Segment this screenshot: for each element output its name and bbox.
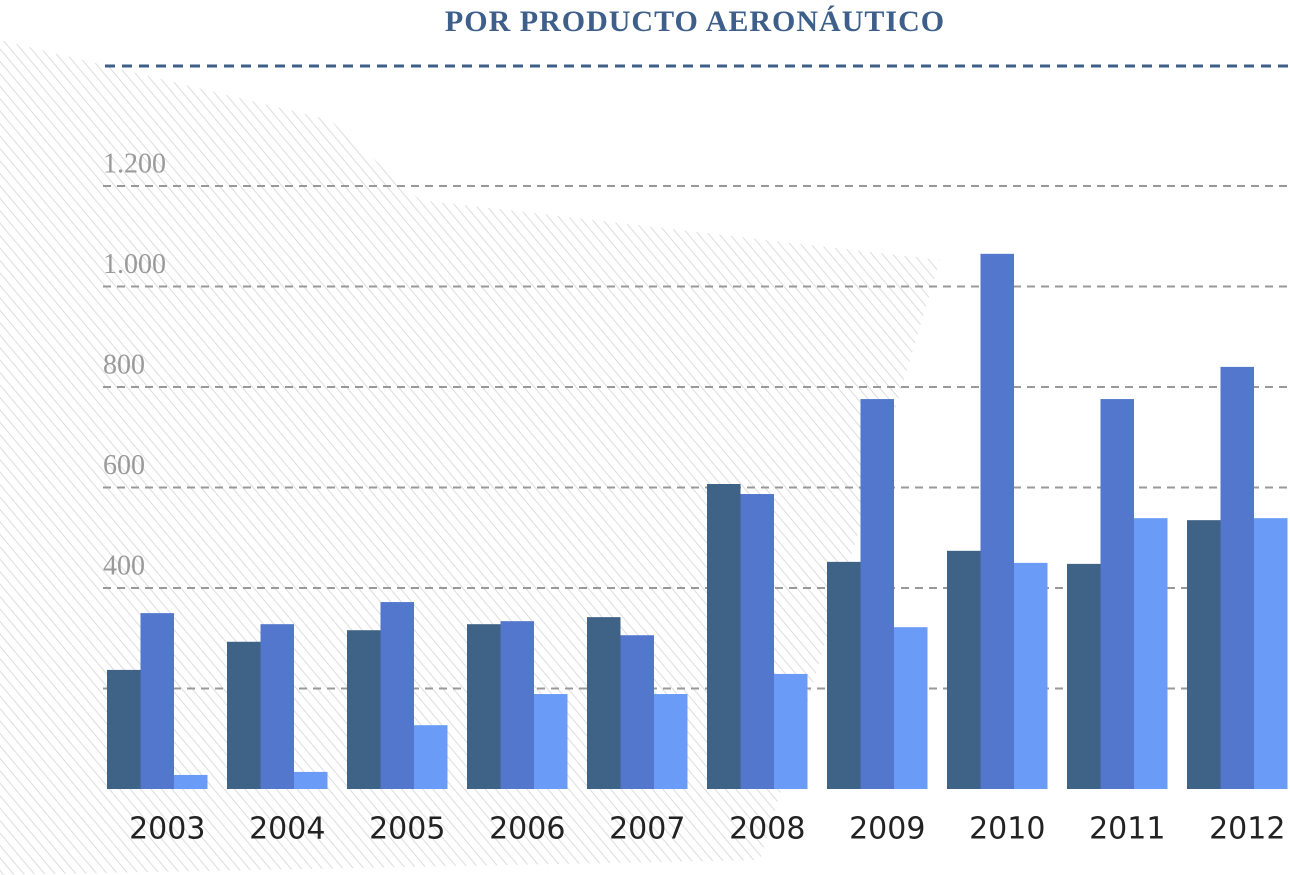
bar [774,674,808,789]
chart-title: POR PRODUCTO AERONÁUTICO [445,5,945,38]
bar [947,551,981,789]
bar [1187,520,1221,789]
bar [381,602,415,789]
bar [1254,518,1288,789]
bar [827,562,861,789]
y-tick-label: 1.200 [103,148,166,179]
x-tick-label: 2010 [969,812,1045,847]
bar [414,725,448,789]
y-tick-label: 800 [103,349,145,380]
bar [1221,367,1255,789]
x-tick-label: 2012 [1209,812,1285,847]
x-tick-label: 2003 [129,812,205,847]
bar [174,775,208,789]
bar [894,627,928,789]
bar [261,624,295,789]
chart: POR PRODUCTO AERONÁUTICO 400 600 800 1.000 1… [0,0,1290,875]
bar [654,694,688,789]
x-tick-label: 2008 [729,812,805,847]
bar [534,694,568,789]
x-tick-label: 2004 [249,812,325,847]
x-tick-label: 2005 [369,812,445,847]
bar [1101,399,1135,789]
bar [707,484,741,789]
y-tick-label: 1.000 [103,249,166,280]
bar [981,254,1015,789]
bar [621,635,655,789]
x-tick-label: 2007 [609,812,685,847]
x-tick-label: 2006 [489,812,565,847]
bar [1134,518,1168,789]
y-tick-label: 600 [103,450,145,481]
bar [501,621,535,789]
bar [741,494,775,789]
bar [294,772,328,789]
bar [141,613,175,789]
x-tick-label: 2011 [1089,812,1165,847]
bar [587,617,621,789]
bar [227,642,261,789]
x-tick-label: 2009 [849,812,925,847]
bar [861,399,895,789]
bar [347,630,381,789]
bar [1067,564,1101,789]
y-tick-label: 400 [103,550,145,581]
bar [1014,563,1048,789]
bar [107,670,141,789]
bar [467,624,501,789]
